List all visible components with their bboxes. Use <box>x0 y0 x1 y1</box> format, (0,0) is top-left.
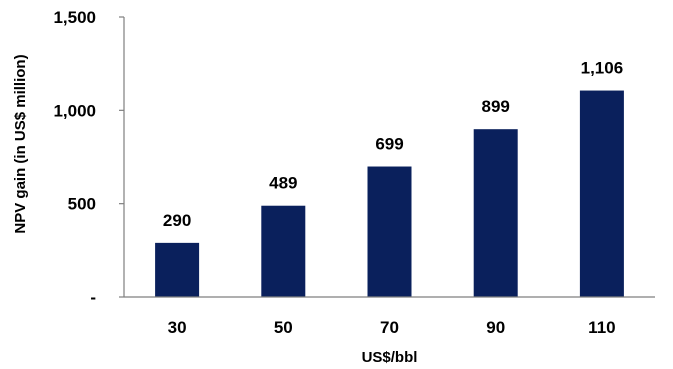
data-label-30: 290 <box>163 211 191 230</box>
x-tick-label: 50 <box>274 318 293 337</box>
data-labels: 290 489 699 899 1,106 <box>163 59 623 230</box>
data-label-110: 1,106 <box>581 59 624 78</box>
x-axis-title: US$/bbl <box>362 349 418 366</box>
x-tick-label: 90 <box>486 318 505 337</box>
y-axis-title: NPV gain (in US$ million) <box>12 54 29 233</box>
bar-90 <box>473 129 518 297</box>
x-tick-label: 110 <box>588 318 615 337</box>
bar-70 <box>367 166 412 297</box>
bar-30 <box>155 242 200 297</box>
x-tick-label: 30 <box>168 318 187 337</box>
y-tick-label: 1,500 <box>53 8 96 27</box>
x-axis-ticks: 30 50 70 90 110 <box>168 318 616 337</box>
y-tick-label: 500 <box>68 195 96 214</box>
data-label-90: 899 <box>482 97 510 116</box>
bars <box>155 90 624 298</box>
data-label-70: 699 <box>375 135 403 154</box>
y-axis-ticks: - 500 1,000 1,500 <box>53 8 124 307</box>
bar-110 <box>579 90 624 298</box>
x-tick-label: 70 <box>380 318 399 337</box>
data-label-50: 489 <box>269 174 297 193</box>
y-tick-label: 1,000 <box>53 101 96 120</box>
bar-50 <box>261 205 306 297</box>
y-tick-label: - <box>90 288 96 307</box>
